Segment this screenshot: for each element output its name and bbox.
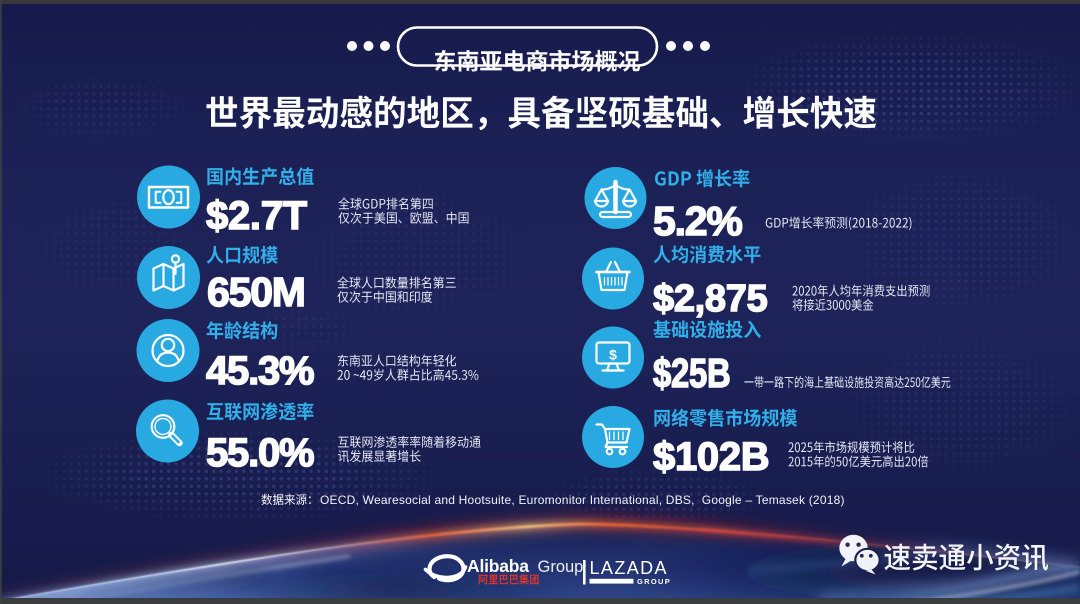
- svg-text:$: $: [609, 347, 617, 363]
